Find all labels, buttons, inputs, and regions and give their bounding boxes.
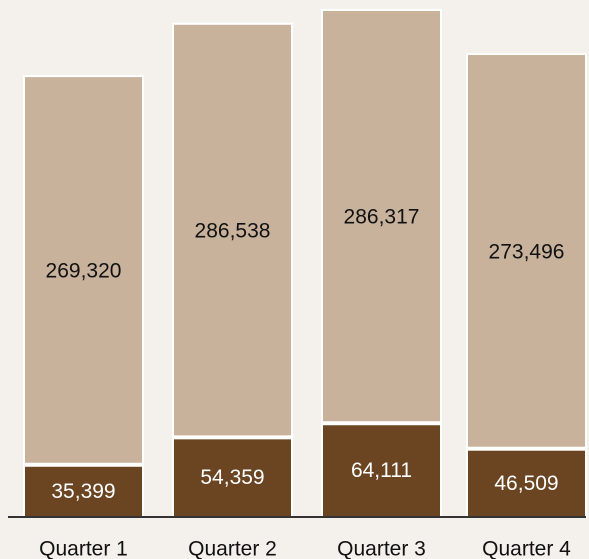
x-tick-label-2: Quarter 2 (188, 538, 277, 559)
bar-segment-top-3 (321, 9, 442, 424)
bar-segment-bottom-4 (466, 448, 587, 518)
data-label-bottom-2: 54,359 (200, 466, 264, 489)
x-tick-label-1: Quarter 1 (39, 538, 128, 559)
bar-segment-top-4 (466, 53, 587, 449)
bar-segment-top-2 (172, 22, 293, 438)
bar-segment-top-1 (23, 75, 144, 465)
data-label-bottom-4: 46,509 (494, 472, 558, 495)
bars-layer: 35,399 269,320 54,359 286,538 64,111 286,317 4… (23, 9, 587, 519)
bar-segment-bottom-2 (172, 437, 293, 519)
data-label-top-1: 269,320 (46, 259, 122, 282)
data-label-top-4: 273,496 (489, 240, 565, 263)
data-label-top-2: 286,538 (195, 220, 271, 243)
data-label-bottom-3: 64,111 (351, 459, 412, 482)
bar-segment-bottom-3 (321, 423, 442, 518)
x-tick-label-3: Quarter 3 (337, 538, 426, 559)
bar-segment-bottom-1 (23, 464, 144, 518)
data-label-top-3: 286,317 (344, 206, 420, 229)
x-tick-label-4: Quarter 4 (482, 538, 571, 559)
x-axis-ticks: Quarter 1 Quarter 2 Quarter 3 Quarter 4 (39, 538, 571, 559)
data-label-bottom-1: 35,399 (51, 480, 115, 503)
